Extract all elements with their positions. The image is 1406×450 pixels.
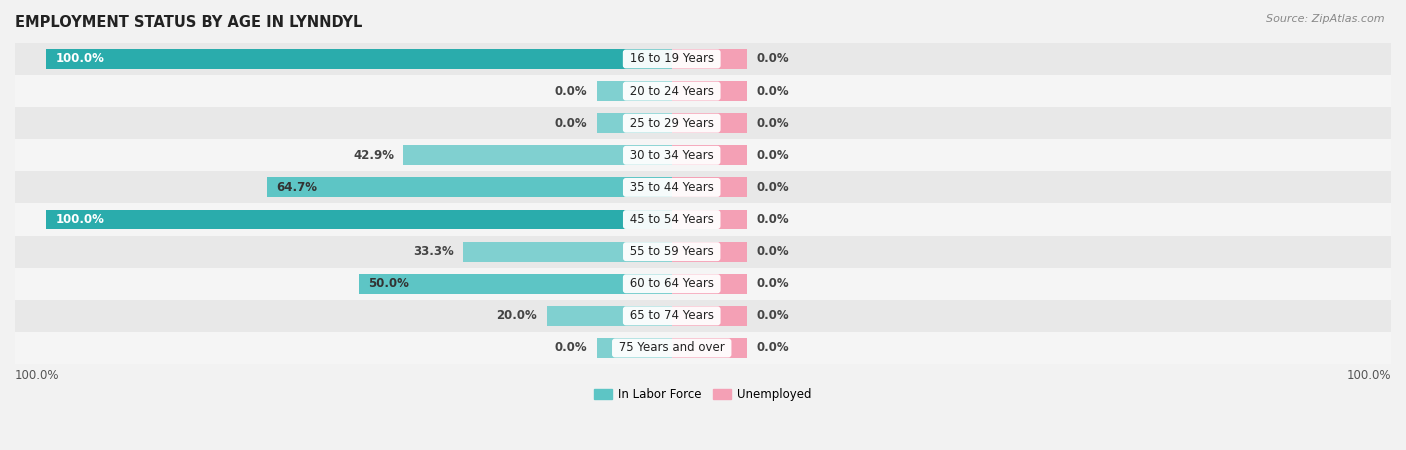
Bar [672,81,747,101]
Text: 45 to 54 Years: 45 to 54 Years [626,213,717,226]
Text: 0.0%: 0.0% [756,245,789,258]
Text: 100.0%: 100.0% [56,213,104,226]
Bar [672,177,747,198]
Bar [672,274,747,294]
Text: Source: ZipAtlas.com: Source: ZipAtlas.com [1267,14,1385,23]
Bar [15,107,1391,139]
Text: 0.0%: 0.0% [756,342,789,355]
Text: 33.3%: 33.3% [413,245,454,258]
Text: 20 to 24 Years: 20 to 24 Years [626,85,717,98]
Text: 55 to 59 Years: 55 to 59 Years [626,245,717,258]
Bar [672,113,747,133]
Bar [15,75,1391,107]
Bar [596,81,672,101]
Text: 100.0%: 100.0% [56,53,104,66]
Bar [547,306,672,326]
Bar [596,113,672,133]
Bar [46,49,672,69]
Text: 35 to 44 Years: 35 to 44 Years [626,181,717,194]
Bar [15,332,1391,364]
Text: 0.0%: 0.0% [756,85,789,98]
Text: 64.7%: 64.7% [277,181,318,194]
Text: 0.0%: 0.0% [756,181,789,194]
Bar [596,338,672,358]
Bar [46,210,672,230]
Bar [672,49,747,69]
Text: 16 to 19 Years: 16 to 19 Years [626,53,717,66]
Bar [15,300,1391,332]
Text: 0.0%: 0.0% [756,309,789,322]
Bar [672,210,747,230]
Bar [359,274,672,294]
Text: 30 to 34 Years: 30 to 34 Years [626,149,717,162]
Text: 42.9%: 42.9% [353,149,394,162]
Text: 25 to 29 Years: 25 to 29 Years [626,117,717,130]
Text: 50.0%: 50.0% [368,277,409,290]
Bar [15,268,1391,300]
Bar [15,171,1391,203]
Bar [15,139,1391,171]
Bar [672,242,747,261]
Bar [672,306,747,326]
Text: 0.0%: 0.0% [554,342,588,355]
Bar [672,145,747,165]
Bar [404,145,672,165]
Text: 100.0%: 100.0% [15,369,59,382]
Bar [464,242,672,261]
Text: 100.0%: 100.0% [1347,369,1391,382]
Text: 20.0%: 20.0% [496,309,537,322]
Bar [267,177,672,198]
Bar [15,43,1391,75]
Text: 65 to 74 Years: 65 to 74 Years [626,309,717,322]
Bar [15,236,1391,268]
Text: 0.0%: 0.0% [756,53,789,66]
Text: 0.0%: 0.0% [554,117,588,130]
Bar [15,203,1391,236]
Text: 60 to 64 Years: 60 to 64 Years [626,277,717,290]
Text: 0.0%: 0.0% [756,213,789,226]
Text: 0.0%: 0.0% [756,117,789,130]
Text: EMPLOYMENT STATUS BY AGE IN LYNNDYL: EMPLOYMENT STATUS BY AGE IN LYNNDYL [15,15,363,30]
Text: 75 Years and over: 75 Years and over [614,342,728,355]
Legend: In Labor Force, Unemployed: In Labor Force, Unemployed [589,383,817,406]
Bar [672,338,747,358]
Text: 0.0%: 0.0% [554,85,588,98]
Text: 0.0%: 0.0% [756,277,789,290]
Text: 0.0%: 0.0% [756,149,789,162]
